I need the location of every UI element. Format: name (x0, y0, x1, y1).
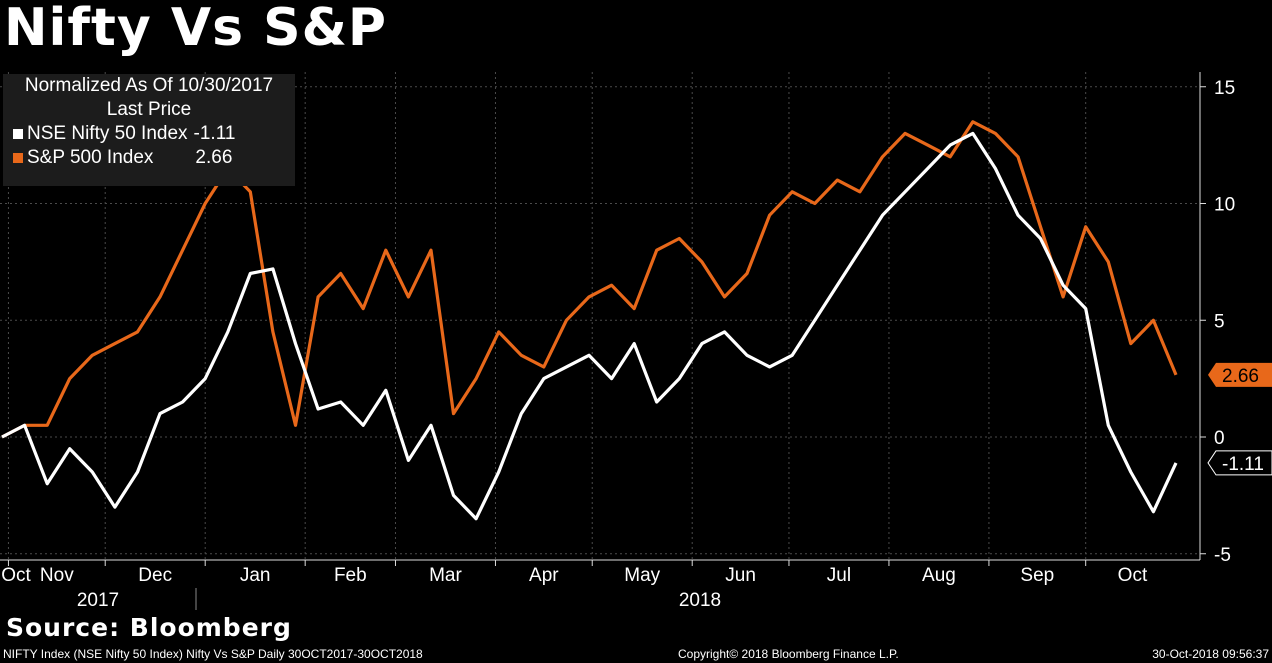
source-note: Source: Bloomberg (6, 613, 292, 642)
series-line-nifty (1, 131, 1178, 521)
last-price-tag-label: -1.11 (1222, 454, 1264, 475)
grid-lines (0, 72, 1200, 560)
y-tick-label: 5 (1214, 311, 1225, 332)
last-price-tag-sp500: 2.66 (1208, 362, 1272, 387)
x-axis: Oct Nov Dec Jan Feb Mar Apr May Jun Jul Aug Sep Oct 2… (0, 559, 1200, 611)
x-month-label: Jan (240, 565, 271, 586)
legend: Normalized As Of 10/30/2017 Last Price N… (3, 74, 295, 186)
x-month-label: Mar (429, 565, 462, 586)
y-axis: 15 10 5 0 -5 (1199, 72, 1235, 566)
y-tick-label: 15 (1214, 78, 1235, 99)
footer: NIFTY Index (NSE Nifty 50 Index) Nifty V… (0, 647, 1272, 663)
legend-value-sp500: 2.66 (195, 147, 233, 168)
series-line-sp500 (1, 120, 1178, 439)
x-month-label: Feb (334, 565, 367, 586)
y-tick-label: -5 (1214, 545, 1231, 566)
legend-item-nifty: NSE Nifty 50 Index -1.11 (3, 122, 295, 146)
series-lines (1, 120, 1178, 521)
legend-label-sp500: S&P 500 Index (27, 147, 154, 168)
legend-item-sp500: S&P 500 Index 2.66 (3, 146, 295, 170)
x-month-label: Oct (1, 565, 31, 586)
x-month-label: Apr (529, 565, 559, 586)
x-month-label: Sep (1020, 565, 1054, 586)
x-month-label: Jul (827, 565, 851, 586)
x-year-label: 2017 (77, 590, 119, 611)
legend-header-last-price: Last Price (106, 99, 192, 120)
x-month-label: May (624, 565, 660, 586)
last-price-tags: -1.11 2.66 (1207, 362, 1272, 476)
legend-header-normalized: Normalized As Of 10/30/2017 (24, 75, 274, 96)
last-price-tag-box (1207, 450, 1272, 476)
x-month-label: Nov (40, 565, 74, 586)
x-month-label: Oct (1118, 565, 1148, 586)
legend-swatch-sp500 (13, 153, 23, 163)
x-year-label: 2018 (679, 590, 721, 611)
y-tick-label: 0 (1214, 428, 1225, 449)
y-tick-label: 10 (1214, 195, 1235, 216)
legend-value-nifty: -1.11 (193, 123, 236, 144)
last-price-tag-box (1208, 362, 1272, 387)
legend-swatch-nifty (13, 129, 23, 139)
legend-label-nifty: NSE Nifty 50 Index (27, 123, 188, 144)
last-price-tag-label: 2.66 (1222, 366, 1259, 387)
chart-title: Nifty Vs S&P (4, 0, 388, 58)
last-price-tag-nifty: -1.11 (1207, 450, 1272, 476)
footer-left: NIFTY Index (NSE Nifty 50 Index) Nifty V… (3, 647, 423, 661)
footer-copyright: Copyright© 2018 Bloomberg Finance L.P. (678, 647, 899, 661)
x-month-label: Aug (922, 565, 956, 586)
footer-timestamp: 30-Oct-2018 09:56:37 (1152, 647, 1269, 661)
x-month-label: Jun (725, 565, 756, 586)
x-month-label: Dec (138, 565, 172, 586)
